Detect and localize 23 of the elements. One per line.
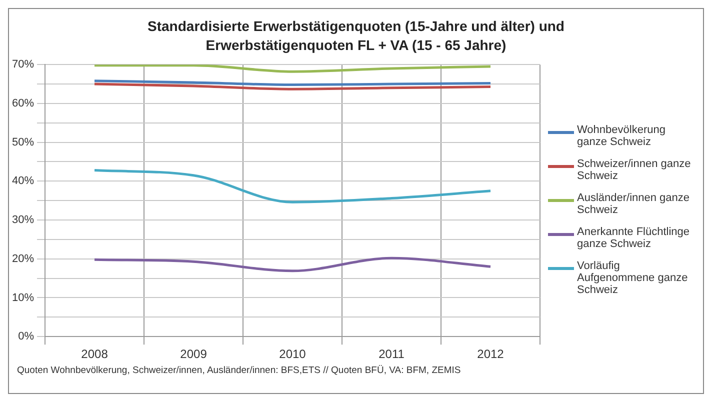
line-series [93,256,492,272]
legend-label: Wohnbevölkerung ganze Schweiz [577,124,666,148]
line-series [93,64,492,73]
x-tick-label: 2008 [81,347,108,362]
y-tick-label: 60% [12,97,34,110]
y-tick-label: 0% [18,330,34,343]
chart-title: Standardisierte Erwerbstätigenquoten (15-Jahre und älter) und Erwerbstätigenquoten FL + VA (15 - 65 Jahre) [146,17,566,55]
text: Quoten Wohnbevölkerung, Schweizer/innen, Ausländer/innen: BFS,ETS // Quoten BFÜ, VA: BFM, ZEMIS [17,365,462,376]
legend-label: Anerkannte Flüchtlinge ganze Schweiz [577,226,691,250]
y-tick-label: 30% [12,214,34,226]
y-tick-label: 70% [12,58,34,71]
legend-label: Schweizer/innen ganze Schweiz [577,158,692,182]
y-tick-label: 50% [12,136,34,148]
line-series [93,169,492,204]
y-tick-label: 10% [12,292,34,304]
legend-label: Ausländer/innen ganze Schweiz [577,192,691,216]
x-tick-label: 2011 [378,347,405,362]
x-tick-label: 2009 [180,347,208,362]
x-tick-label: 2010 [279,347,306,362]
y-tick-label: 20% [12,252,34,265]
x-tick-label: 2012 [477,347,504,362]
legend-label: Vorläufig Aufgenommene ganze Schweiz [577,260,689,296]
y-tick-label: 40% [12,175,34,188]
